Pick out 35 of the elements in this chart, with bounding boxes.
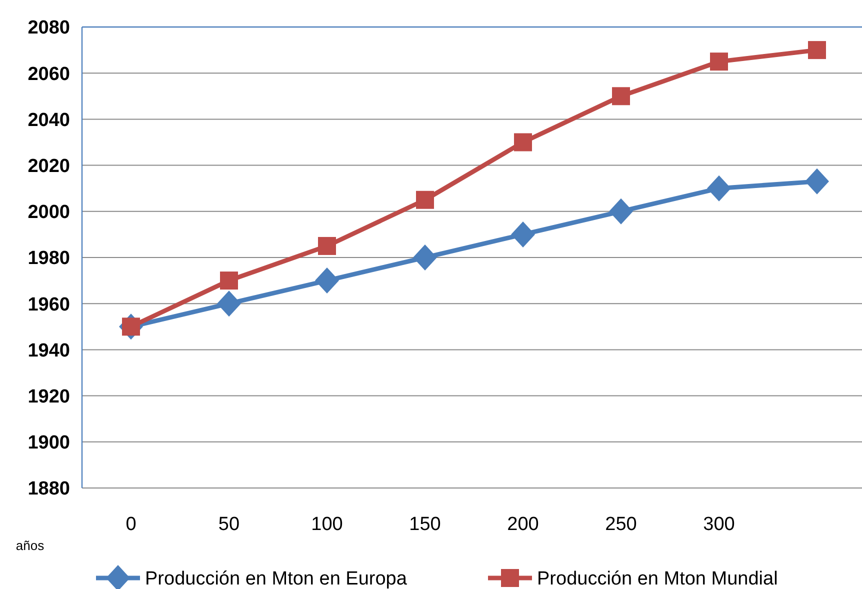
point [217, 290, 241, 317]
point [416, 190, 434, 209]
x-tick-label: 100 [311, 514, 343, 535]
point [808, 41, 826, 60]
x-axis-title: años [16, 538, 45, 553]
legend-label: Producción en Mton Mundial [537, 568, 778, 589]
y-tick-label: 2020 [28, 156, 70, 177]
x-tick-label: 50 [218, 514, 240, 535]
point [511, 221, 535, 248]
y-tick-label: 1920 [28, 386, 70, 408]
y-tick-label: 1900 [28, 432, 70, 454]
x-tick-label: 300 [703, 514, 735, 535]
y-tick-label: 1960 [28, 294, 70, 316]
point [710, 52, 728, 71]
y-tick-label: 1940 [28, 340, 70, 362]
x-tick-label: 0 [126, 514, 136, 535]
point [318, 236, 336, 255]
y-tick-label: 2080 [28, 18, 70, 39]
point [315, 268, 339, 294]
y-tick-label: 1880 [28, 478, 70, 500]
point [220, 272, 238, 290]
point [514, 133, 532, 152]
x-tick-label: 150 [409, 514, 441, 535]
x-tick-label: 250 [605, 514, 637, 535]
x-tick-label: 200 [507, 514, 539, 535]
point [413, 244, 437, 270]
point [609, 198, 633, 224]
y-tick-label: 2060 [28, 64, 70, 85]
y-tick-label: 1980 [28, 248, 70, 270]
point [612, 87, 630, 106]
y-tick-label: 2000 [28, 202, 70, 224]
point [707, 175, 731, 202]
point [805, 168, 829, 194]
y-tick-label: 2040 [28, 110, 70, 131]
legend-label: Producción en Mton en Europa [145, 568, 408, 589]
